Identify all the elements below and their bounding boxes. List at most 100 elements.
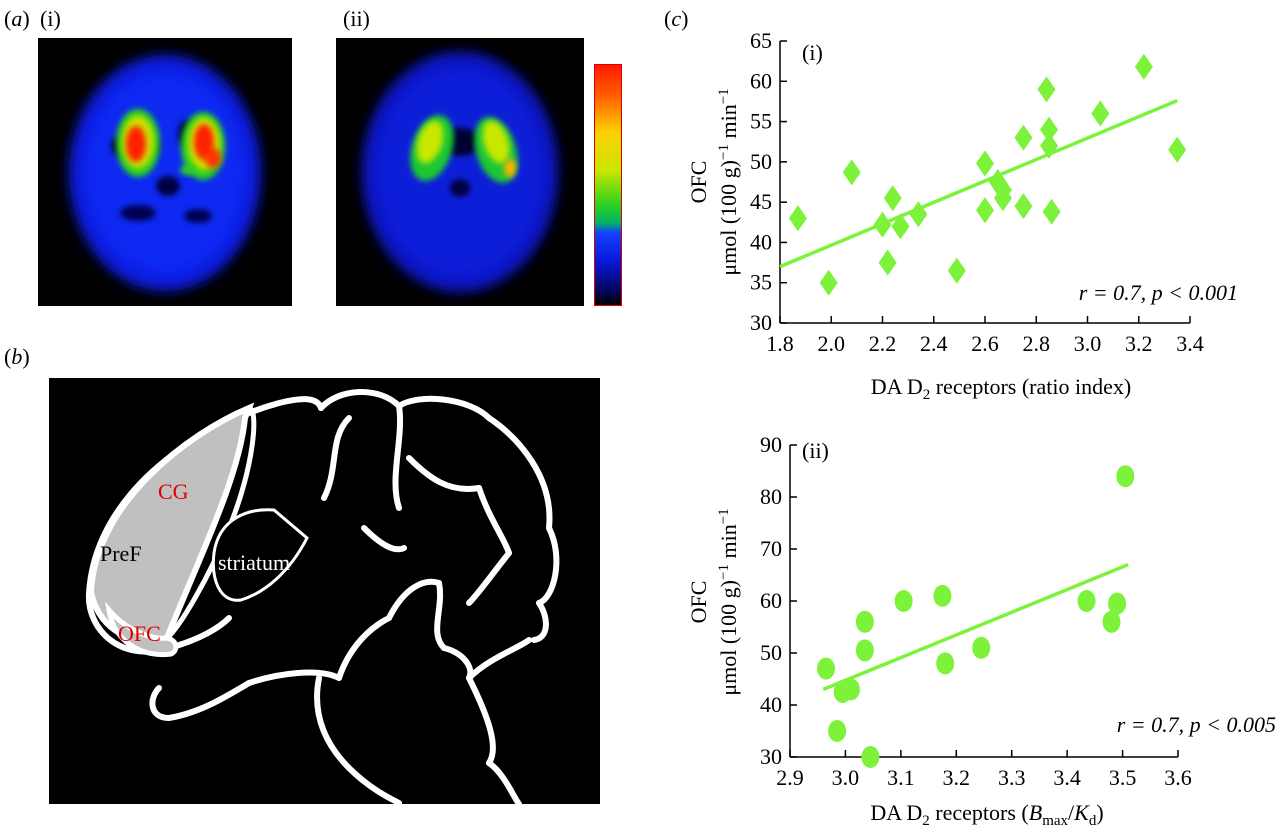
data-point-diamond	[1040, 132, 1059, 159]
chart-i-x-label: DA D2 receptors (ratio index)	[871, 374, 1131, 403]
data-point-circle	[936, 652, 955, 675]
pet-scan-ii	[336, 38, 584, 306]
chart-ii-annotation: r = 0.7, p < 0.005	[1117, 712, 1276, 737]
y-tick-label: 40	[750, 229, 772, 254]
data-point-circle	[972, 636, 991, 659]
data-point-diamond	[1042, 198, 1061, 225]
data-point-diamond	[878, 249, 897, 276]
x-tick-label: 2.9	[776, 765, 804, 790]
chart-i-fit-line	[779, 99, 1178, 269]
chart-ii-fit-line	[822, 562, 1129, 692]
chart-i-annotation: r = 0.7, p < 0.001	[1079, 280, 1238, 305]
panel-a-ii-label: (ii)	[343, 6, 370, 31]
color-scale-bar	[594, 64, 622, 306]
x-tick-label: 3.3	[998, 765, 1026, 790]
data-point-circle	[855, 639, 874, 662]
brain-label-cg: CG	[158, 479, 189, 504]
data-point-diamond	[788, 205, 807, 232]
data-point-diamond	[993, 185, 1012, 212]
y-tick-label: 50	[760, 640, 782, 665]
x-tick-label: 3.0	[1074, 331, 1102, 356]
panel-b-label: (b)	[4, 344, 30, 369]
y-tick-label: 65	[750, 30, 772, 53]
x-tick-label: 3.2	[943, 765, 971, 790]
chart-ii-panel-label: (ii)	[802, 438, 829, 463]
data-point-circle	[861, 746, 880, 768]
data-point-circle	[841, 678, 860, 701]
data-point-diamond	[883, 185, 902, 212]
x-tick-label: 3.6	[1164, 765, 1192, 790]
y-tick-label: 60	[760, 588, 782, 613]
x-tick-label: 2.4	[920, 331, 948, 356]
chart-ii-y-ticks: 30 40 50 60 70 80 90	[760, 432, 797, 769]
chart-i-y-ticks: 30 35 40 45 50 55 60 65	[750, 30, 787, 335]
y-tick-label: 35	[750, 270, 772, 295]
chart-i-points	[788, 53, 1187, 296]
data-point-circle	[1077, 590, 1096, 612]
y-tick-label: 90	[760, 432, 782, 457]
brain-label-striatum: striatum	[218, 550, 291, 575]
x-tick-label: 1.8	[766, 331, 794, 356]
brain-label-ofc: OFC	[118, 621, 161, 646]
x-tick-label: 3.0	[832, 765, 860, 790]
data-point-diamond	[1014, 193, 1033, 220]
x-tick-label: 3.5	[1109, 765, 1137, 790]
chart-ii-y-label-top: OFC	[686, 581, 711, 624]
y-tick-label: 45	[750, 189, 772, 214]
data-point-diamond	[842, 159, 861, 186]
y-tick-label: 80	[760, 484, 782, 509]
data-point-diamond	[1014, 124, 1033, 151]
chart-ii-y-label-bottom: μmol (100 g)−1 min−1	[716, 508, 741, 695]
chart-i-x-ticks: 1.8 2.0 2.2 2.4 2.6 2.8 3.0 3.2 3.4	[766, 316, 1204, 356]
y-tick-label: 70	[760, 536, 782, 561]
data-point-circle	[1108, 592, 1127, 615]
data-point-circle	[894, 590, 913, 612]
panel-a-label: (a)	[4, 6, 30, 31]
x-tick-label: 3.2	[1125, 331, 1153, 356]
data-point-diamond	[1037, 76, 1056, 103]
data-point-diamond	[1091, 100, 1110, 127]
scatter-chart-c-i: 30 35 40 45 50 55 60 65 1.8 2.0 2.2 2.4 2.6 2.8 3.0 3.…	[686, 30, 1238, 403]
data-point-circle	[855, 610, 874, 633]
pet-scan-i	[38, 38, 292, 306]
y-tick-label: 50	[750, 149, 772, 174]
y-tick-label: 30	[750, 310, 772, 335]
data-point-diamond	[909, 201, 928, 228]
data-point-diamond	[819, 269, 838, 296]
data-point-diamond	[976, 197, 994, 224]
chart-i-y-label-bottom: μmol (100 g)−1 min−1	[716, 88, 741, 275]
panel-a-i-label: (i)	[40, 6, 61, 31]
data-point-diamond	[947, 257, 966, 284]
x-tick-label: 2.6	[971, 331, 999, 356]
data-point-circle	[817, 657, 836, 680]
y-tick-label: 40	[760, 692, 782, 717]
data-point-circle	[1116, 465, 1135, 488]
chart-i-panel-label: (i)	[802, 40, 823, 65]
chart-ii-x-ticks: 2.9 3.0 3.1 3.2 3.3 3.4 3.5 3.6	[776, 750, 1192, 790]
data-point-diamond	[873, 211, 892, 238]
data-point-diamond	[1134, 53, 1153, 80]
x-tick-label: 2.8	[1023, 331, 1051, 356]
chart-i-y-label-top: OFC	[686, 161, 711, 204]
chart-ii-points	[817, 465, 1135, 768]
x-tick-label: 2.2	[869, 331, 897, 356]
data-point-diamond	[1040, 116, 1059, 143]
x-tick-label: 3.4	[1176, 331, 1204, 356]
x-tick-label: 2.0	[818, 331, 846, 356]
data-point-circle	[1102, 610, 1121, 633]
chart-ii-x-label: DA D2 receptors (Bmax/Kd)	[870, 800, 1103, 829]
data-point-diamond	[1168, 136, 1187, 163]
brain-label-pref: PreF	[100, 541, 142, 566]
y-tick-label: 60	[750, 68, 772, 93]
x-tick-label: 3.1	[887, 765, 915, 790]
y-tick-label: 55	[750, 109, 772, 134]
panel-c-label: (c)	[664, 6, 689, 31]
data-point-circle	[933, 584, 952, 607]
x-tick-label: 3.4	[1053, 765, 1081, 790]
y-tick-label: 30	[760, 744, 782, 769]
data-point-diamond	[976, 150, 994, 177]
data-point-circle	[828, 720, 847, 742]
data-point-diamond	[891, 213, 910, 240]
brain-schematic: CG PreF striatum OFC	[49, 378, 600, 807]
